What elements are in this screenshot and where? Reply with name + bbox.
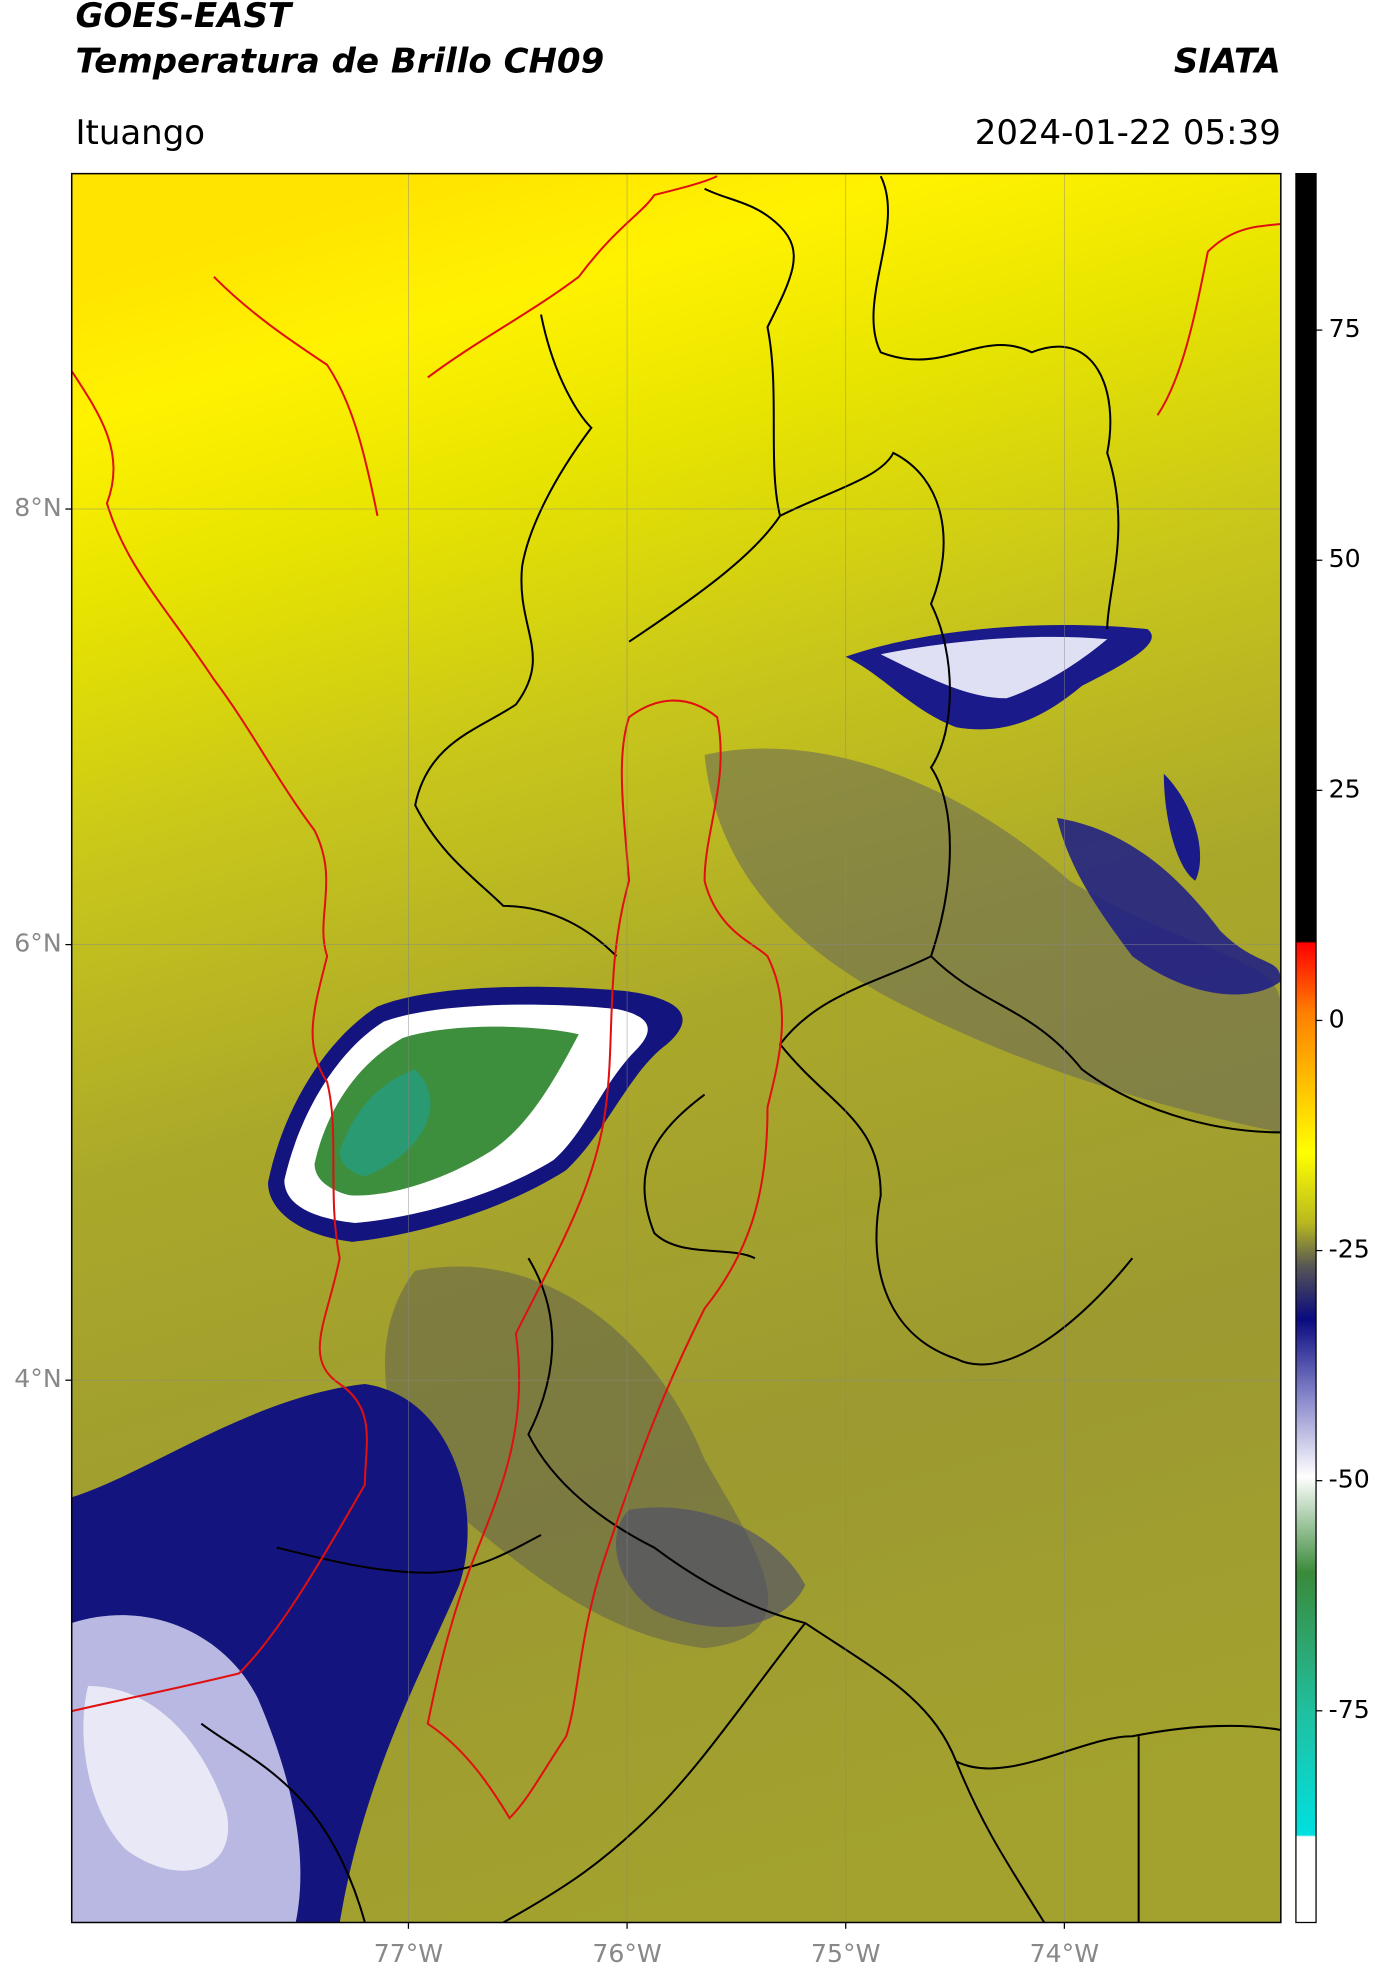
satellite-image [71,173,1281,1923]
colorbar-tick-label: 50 [1329,544,1361,573]
colorbar-tick-label: -75 [1329,1695,1370,1724]
colorbar-tick-label: 25 [1329,774,1361,803]
title: GOES-EAST [75,0,293,36]
colorbar-tick-label: 75 [1329,314,1361,343]
x-tick-label: 76°W [592,1939,662,1968]
x-tick-label: 74°W [1030,1939,1100,1968]
datetime: 2024-01-22 05:39 [975,113,1281,153]
colorbar-tick-label: 0 [1329,1004,1345,1033]
graticule [71,173,1281,1923]
colorbar-tick-label: -50 [1329,1465,1370,1494]
location: Ituango [75,113,205,153]
colorbar [1295,172,1317,1924]
x-tick-label: 75°W [811,1939,881,1968]
y-tick-label: 8°N [14,493,61,522]
x-tick-label: 77°W [374,1939,444,1968]
brand: SIATA [1174,41,1281,81]
colorbar-tick-label: -25 [1329,1235,1370,1264]
y-tick-label: 6°N [14,929,61,958]
map-frame [70,172,1282,1924]
subtitle: Temperatura de Brillo CH09 [75,41,604,81]
y-tick-label: 4°N [14,1364,61,1393]
